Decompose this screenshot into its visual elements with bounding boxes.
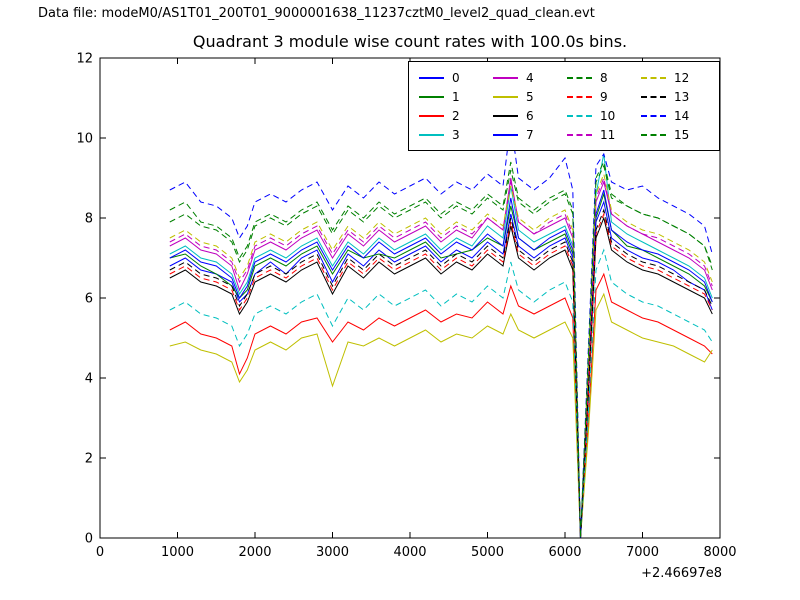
series-line-6 [169, 216, 713, 539]
legend-item-0: 0 [419, 71, 487, 85]
x-tick-label: 2000 [238, 545, 271, 560]
legend-item-6: 6 [493, 109, 561, 123]
series-line-14 [169, 121, 713, 539]
legend-item-13: 13 [641, 90, 709, 104]
legend-item-4: 4 [493, 71, 561, 85]
x-tick-label: 6000 [548, 545, 581, 560]
legend-line-sample [641, 114, 666, 117]
legend-item-11: 11 [567, 128, 635, 142]
legend-line-sample [493, 95, 518, 98]
series-line-3 [169, 153, 713, 539]
legend-line-sample [419, 133, 444, 136]
series-line-5 [169, 292, 713, 539]
series-line-9 [169, 212, 713, 539]
legend-label: 8 [600, 70, 608, 85]
legend-item-8: 8 [567, 71, 635, 85]
legend-label: 0 [452, 70, 460, 85]
legend-line-sample [567, 76, 592, 79]
legend-label: 7 [526, 127, 534, 142]
legend-item-12: 12 [641, 71, 709, 85]
series-line-11 [169, 176, 713, 539]
legend-label: 13 [674, 89, 690, 104]
legend-line-sample [419, 114, 444, 117]
legend-item-15: 15 [641, 128, 709, 142]
series-line-15 [169, 161, 713, 539]
legend-label: 14 [674, 108, 690, 123]
legend-item-3: 3 [419, 128, 487, 142]
x-tick-label: 1000 [161, 545, 194, 560]
x-tick-label: 3000 [316, 545, 349, 560]
legend-line-sample [641, 133, 666, 136]
legend-label: 11 [600, 127, 616, 142]
legend-label: 5 [526, 89, 534, 104]
legend-line-sample [641, 76, 666, 79]
legend-line-sample [493, 76, 518, 79]
legend-line-sample [567, 133, 592, 136]
legend-label: 10 [600, 108, 616, 123]
series-line-1 [169, 192, 713, 539]
legend-line-sample [567, 95, 592, 98]
datafile-label: Data file: modeM0/AS1T01_200T01_90000016… [38, 6, 595, 21]
legend-label: 3 [452, 127, 460, 142]
legend-line-sample [567, 114, 592, 117]
legend-line-sample [419, 95, 444, 98]
x-tick-label: 0 [96, 545, 104, 560]
legend-label: 6 [526, 108, 534, 123]
x-tick-label: 7000 [626, 545, 659, 560]
y-tick-label: 4 [85, 372, 93, 387]
series-line-10 [169, 248, 713, 539]
legend-item-9: 9 [567, 90, 635, 104]
chart-title: Quadrant 3 module wise count rates with … [193, 32, 627, 51]
series-line-12 [169, 172, 713, 539]
series-line-2 [169, 272, 713, 539]
x-axis-offset-label: +2.46697e8 [641, 566, 722, 581]
y-tick-label: 12 [76, 52, 93, 67]
legend-item-5: 5 [493, 90, 561, 104]
legend-line-sample [493, 114, 518, 117]
legend-item-7: 7 [493, 128, 561, 142]
x-tick-label: 8000 [703, 545, 736, 560]
legend-label: 4 [526, 70, 534, 85]
y-tick-label: 10 [76, 132, 93, 147]
x-tick-label: 4000 [393, 545, 426, 560]
legend-item-2: 2 [419, 109, 487, 123]
legend: 0 1 2 3 4 5 6 7 8 9 10 11 12 13 14 15 [408, 61, 720, 151]
x-tick-label: 5000 [471, 545, 504, 560]
y-tick-label: 2 [85, 452, 93, 467]
legend-line-sample [493, 133, 518, 136]
legend-item-10: 10 [567, 109, 635, 123]
legend-label: 12 [674, 70, 690, 85]
legend-item-1: 1 [419, 90, 487, 104]
series-line-7 [169, 189, 713, 539]
series-layer [169, 121, 713, 539]
series-line-13 [169, 208, 713, 539]
y-tick-label: 6 [85, 292, 93, 307]
legend-line-sample [641, 95, 666, 98]
axes-layer: 0 1000 2000 3000 4000 5000 6000 7000 80000246810… [76, 52, 736, 561]
legend-item-14: 14 [641, 109, 709, 123]
y-tick-label: 8 [85, 212, 93, 227]
series-line-8 [169, 160, 713, 539]
legend-label: 2 [452, 108, 460, 123]
legend-label: 15 [674, 127, 690, 142]
series-line-4 [169, 177, 713, 539]
legend-label: 9 [600, 89, 608, 104]
legend-line-sample [419, 76, 444, 79]
legend-label: 1 [452, 89, 460, 104]
y-tick-label: 0 [85, 532, 93, 547]
